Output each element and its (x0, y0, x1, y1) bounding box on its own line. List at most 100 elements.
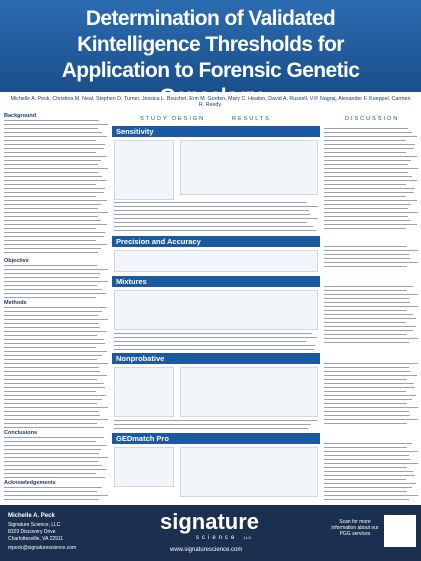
text-line (324, 363, 418, 365)
text-line (114, 345, 316, 347)
text-line (4, 415, 101, 417)
section-heading: Objective (4, 258, 29, 264)
text-line (324, 395, 417, 397)
text-line (324, 156, 418, 158)
text-line (4, 196, 97, 198)
text-line (324, 216, 408, 218)
text-line (4, 363, 108, 365)
text-line (4, 419, 108, 421)
text-line (324, 314, 413, 316)
text-line (4, 359, 98, 361)
figure (114, 250, 318, 272)
text-line (324, 387, 416, 389)
text-line (4, 293, 107, 295)
text-line (324, 266, 407, 268)
text-line (4, 395, 107, 397)
text-line (4, 232, 105, 234)
text-line (324, 148, 415, 150)
qr-code (384, 515, 416, 547)
text-line (4, 473, 97, 475)
text-line (4, 371, 101, 373)
text-line (4, 469, 107, 471)
text-line (324, 330, 413, 332)
text-line (4, 437, 104, 439)
text-line (324, 443, 413, 445)
text-line (4, 355, 102, 357)
text-line (324, 455, 409, 457)
text-line (4, 140, 97, 142)
text-line (4, 477, 105, 479)
text-line (114, 222, 307, 224)
text-line (4, 281, 108, 283)
text-line (4, 387, 106, 389)
text-line (114, 424, 312, 426)
text-line (4, 224, 107, 226)
text-line (4, 495, 108, 497)
text-line (4, 184, 97, 186)
text-line (324, 479, 407, 481)
text-line (4, 285, 98, 287)
text-line (4, 383, 104, 385)
section-heading: Acknowledgements (4, 480, 56, 486)
text-line (324, 334, 407, 336)
text-line (324, 208, 409, 210)
contact-email: mpeck@signaturescience.com (8, 545, 77, 551)
section-heading: Conclusions (4, 430, 38, 436)
text-line (324, 391, 407, 393)
text-line (4, 323, 99, 325)
text-line (4, 423, 97, 425)
text-line (4, 289, 103, 291)
text-line (324, 176, 412, 178)
figure (180, 140, 318, 195)
text-line (4, 236, 105, 238)
text-line (324, 262, 418, 264)
text-line (4, 120, 99, 122)
text-line (324, 371, 411, 373)
section-banner: Nonprobative (112, 353, 320, 364)
text-line (324, 306, 418, 308)
text-line (324, 459, 411, 461)
text-line (4, 453, 99, 455)
text-line (324, 290, 408, 292)
text-line (324, 471, 414, 473)
figure (114, 367, 174, 417)
text-line (324, 447, 408, 449)
text-line (324, 375, 418, 377)
text-line (324, 499, 410, 501)
text-line (4, 160, 101, 162)
figure (114, 290, 318, 330)
contact-street: 8329 Discovery Drive (8, 529, 56, 535)
text-line (4, 379, 97, 381)
text-line (324, 487, 413, 489)
text-line (324, 164, 409, 166)
text-line (4, 164, 99, 166)
text-line (324, 220, 412, 222)
text-line (324, 246, 408, 248)
text-line (4, 327, 101, 329)
text-line (4, 176, 102, 178)
column-label: RESULTS (232, 116, 271, 122)
text-line (4, 136, 107, 138)
column-label: DISCUSSION (345, 116, 400, 122)
figure (114, 447, 174, 487)
text-line (324, 495, 418, 497)
text-line (4, 461, 98, 463)
text-line (4, 347, 97, 349)
text-line (324, 415, 411, 417)
contact-city: Charlottesville, VA 22911 (8, 536, 64, 542)
text-line (324, 310, 407, 312)
url: www.signaturescience.com (170, 547, 243, 553)
text-line (324, 128, 408, 130)
text-line (4, 152, 97, 154)
text-line (4, 188, 105, 190)
text-line (4, 192, 105, 194)
text-line (324, 302, 410, 304)
text-line (4, 265, 97, 267)
footer: Michelle A. Peck Signature Science, LLC … (0, 505, 421, 561)
column-label: STUDY DESIGN (140, 116, 206, 122)
text-line (324, 463, 418, 465)
text-line (4, 391, 97, 393)
text-line (4, 128, 98, 130)
logo: signature (160, 509, 260, 534)
